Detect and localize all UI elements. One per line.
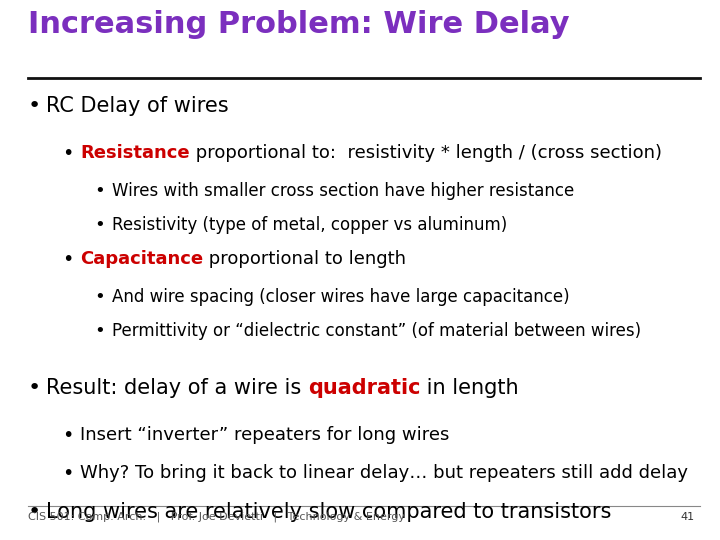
Text: RC Delay of wires: RC Delay of wires bbox=[46, 96, 229, 116]
Text: •: • bbox=[94, 322, 104, 340]
Text: CIS 501: Comp. Arch.   |   Prof. Joe Devietti   |   Technology & Energy: CIS 501: Comp. Arch. | Prof. Joe Deviett… bbox=[28, 512, 405, 523]
Text: Resistivity (type of metal, copper vs aluminum): Resistivity (type of metal, copper vs al… bbox=[112, 216, 508, 234]
Text: •: • bbox=[28, 502, 41, 522]
Text: proportional to length: proportional to length bbox=[203, 250, 406, 268]
Text: Capacitance: Capacitance bbox=[80, 250, 203, 268]
Text: in length: in length bbox=[420, 378, 519, 398]
Text: Resistance: Resistance bbox=[80, 144, 189, 162]
Text: 41: 41 bbox=[681, 512, 695, 522]
Text: Wires with smaller cross section have higher resistance: Wires with smaller cross section have hi… bbox=[112, 182, 575, 200]
Text: •: • bbox=[28, 378, 41, 398]
Text: •: • bbox=[28, 96, 41, 116]
Text: proportional to:  resistivity * length / (cross section): proportional to: resistivity * length / … bbox=[189, 144, 662, 162]
Text: •: • bbox=[62, 250, 73, 269]
Text: Why? To bring it back to linear delay… but repeaters still add delay: Why? To bring it back to linear delay… b… bbox=[80, 464, 688, 482]
Text: Long wires are relatively slow compared to transistors: Long wires are relatively slow compared … bbox=[46, 502, 611, 522]
Text: •: • bbox=[94, 216, 104, 234]
Text: •: • bbox=[94, 182, 104, 200]
Text: •: • bbox=[62, 144, 73, 163]
Text: •: • bbox=[62, 464, 73, 483]
Text: •: • bbox=[94, 288, 104, 306]
Text: And wire spacing (closer wires have large capacitance): And wire spacing (closer wires have larg… bbox=[112, 288, 570, 306]
Text: Insert “inverter” repeaters for long wires: Insert “inverter” repeaters for long wir… bbox=[80, 426, 449, 444]
Text: •: • bbox=[62, 426, 73, 445]
Text: Permittivity or “dielectric constant” (of material between wires): Permittivity or “dielectric constant” (o… bbox=[112, 322, 641, 340]
Text: Result: delay of a wire is: Result: delay of a wire is bbox=[46, 378, 308, 398]
Text: quadratic: quadratic bbox=[308, 378, 420, 398]
Text: Increasing Problem: Wire Delay: Increasing Problem: Wire Delay bbox=[28, 10, 570, 39]
